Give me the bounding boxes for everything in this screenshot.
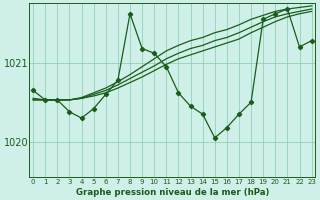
X-axis label: Graphe pression niveau de la mer (hPa): Graphe pression niveau de la mer (hPa) <box>76 188 269 197</box>
